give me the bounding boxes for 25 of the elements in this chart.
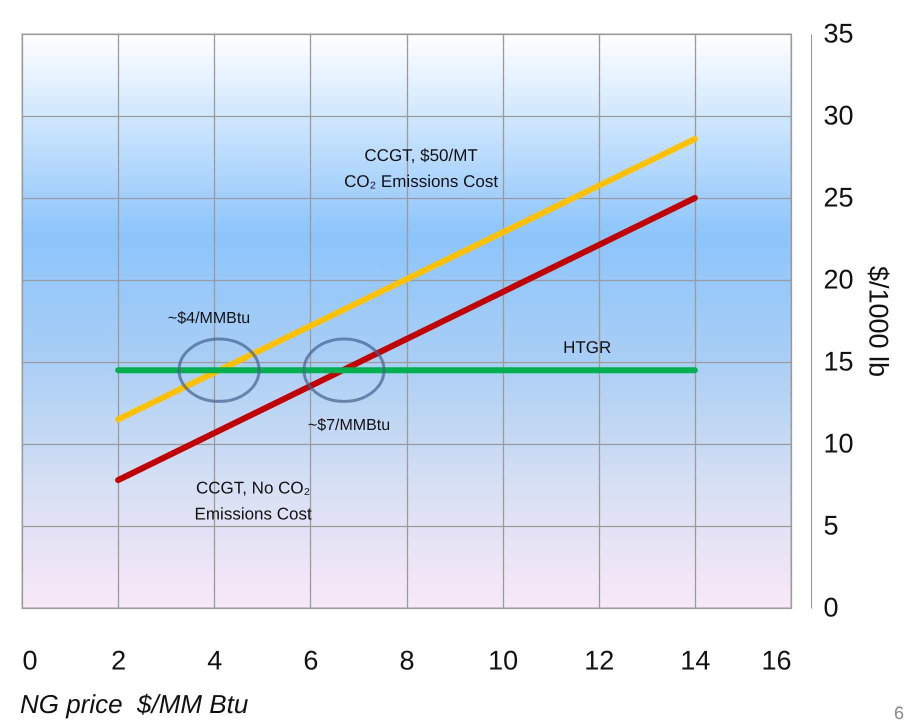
- annotation: ~$4/MMBtu: [168, 310, 250, 328]
- y-tick-label: 10: [824, 428, 854, 458]
- series-label: HTGR: [563, 338, 612, 358]
- x-tick-label: 2: [111, 646, 126, 676]
- y-tick-label: 5: [824, 510, 839, 540]
- x-tick-label: 14: [680, 646, 710, 676]
- text: 6: [894, 703, 904, 724]
- x-tick-label: 6: [303, 646, 318, 676]
- x-tick-label: 0: [22, 646, 38, 676]
- y-tick-label: 15: [824, 346, 854, 376]
- y-tick-label: 35: [824, 18, 854, 48]
- x-tick-label: 4: [207, 646, 222, 676]
- y-axis-title: $/1000 lb: [864, 266, 894, 378]
- x-tick-label: 8: [399, 646, 415, 676]
- text: CCGT, $50/MT CO₂ Emissions Cost: [344, 146, 498, 191]
- y-tick-label: 30: [824, 100, 854, 130]
- x-tick-label: 10: [488, 646, 518, 676]
- x-tick-label: 16: [761, 646, 792, 676]
- annotation: ~$7/MMBtu: [308, 417, 390, 434]
- y-tick-label: 25: [824, 182, 854, 212]
- y-tick-label: 20: [824, 264, 854, 294]
- x-axis-title: NG price $/MM Btu: [20, 688, 248, 720]
- series-label: CCGT, No CO₂ Emissions Cost: [194, 478, 312, 524]
- y-tick-label: 0: [824, 592, 839, 622]
- x-tick-label: 12: [584, 646, 614, 676]
